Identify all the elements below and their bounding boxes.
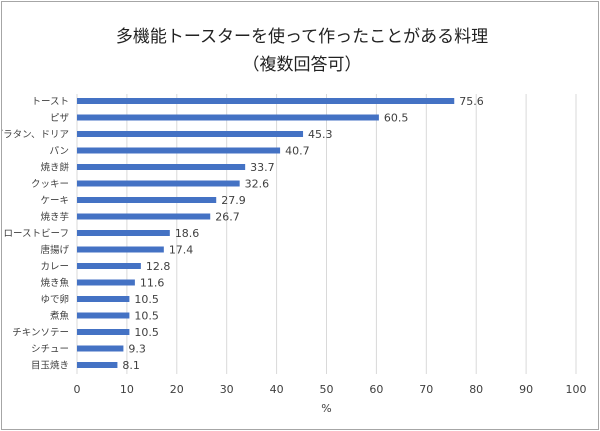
x-tick-label: 100 <box>566 383 587 396</box>
x-tick-label: 50 <box>320 383 334 396</box>
data-label: 9.3 <box>128 343 146 356</box>
bar <box>77 131 304 137</box>
bar <box>77 279 135 286</box>
data-label: 18.6 <box>175 227 200 240</box>
category-label: ゆで卵 <box>40 295 69 306</box>
x-axis-label: % <box>321 402 331 415</box>
bar <box>77 246 164 253</box>
bar <box>77 263 141 269</box>
category-label: 焼き餅 <box>40 162 69 174</box>
x-tick-label: 80 <box>469 383 483 396</box>
data-label: 33.7 <box>250 161 275 174</box>
data-label: 75.6 <box>459 95 484 108</box>
x-tick-label: 70 <box>419 383 433 396</box>
data-label: 10.5 <box>134 310 159 323</box>
category-label: パン <box>50 146 69 157</box>
category-label: シチュー <box>31 344 69 355</box>
data-label: 10.5 <box>134 326 159 339</box>
category-label: クッキー <box>31 179 69 190</box>
bar <box>77 312 130 319</box>
x-tick-label: 30 <box>220 383 234 396</box>
data-label: 11.6 <box>140 277 165 290</box>
category-label: 煮魚 <box>50 310 70 322</box>
category-label: 焼き芋 <box>40 211 69 223</box>
bar <box>77 329 130 335</box>
bar <box>77 213 211 220</box>
bar <box>77 230 170 236</box>
data-label: 10.5 <box>134 293 159 306</box>
data-label: 12.8 <box>146 260 171 273</box>
data-label: 45.3 <box>308 128 333 141</box>
category-label: ローストビーフ <box>4 229 69 240</box>
bar <box>77 114 379 121</box>
category-label: ケーキ <box>40 196 69 207</box>
bar <box>77 362 118 368</box>
bar <box>77 197 217 203</box>
category-label: チキンソテー <box>12 328 69 339</box>
chart-title: 多機能トースターを使って作ったことがある料理 <box>115 27 489 47</box>
chart-subtitle: （複数回答可） <box>242 55 362 75</box>
category-label: トースト <box>31 97 69 108</box>
category-label: カレー <box>40 262 69 273</box>
bar <box>77 296 130 302</box>
x-tick-label: 0 <box>74 383 81 396</box>
data-label: 32.6 <box>245 178 270 191</box>
data-label: 26.7 <box>215 211 240 224</box>
data-label: 40.7 <box>285 145 310 158</box>
data-label: 60.5 <box>384 112 409 125</box>
x-tick-label: 10 <box>120 383 134 396</box>
category-label: 目玉焼き <box>31 360 69 372</box>
data-label: 27.9 <box>221 194 246 207</box>
x-tick-label: 90 <box>519 383 533 396</box>
category-label: ピザ <box>50 113 70 124</box>
x-tick-label: 20 <box>170 383 184 396</box>
category-label: 唐揚げ <box>40 244 69 256</box>
bar <box>77 147 281 154</box>
bar <box>77 164 246 170</box>
data-label: 8.1 <box>122 359 140 372</box>
x-tick-label: 60 <box>369 383 383 396</box>
category-label: グラタン、ドリア <box>2 129 69 141</box>
bar <box>77 180 240 187</box>
data-label: 17.4 <box>169 244 194 257</box>
bar <box>77 98 455 104</box>
bar <box>77 345 124 352</box>
x-tick-label: 40 <box>270 383 284 396</box>
category-label: 焼き魚 <box>40 277 69 289</box>
